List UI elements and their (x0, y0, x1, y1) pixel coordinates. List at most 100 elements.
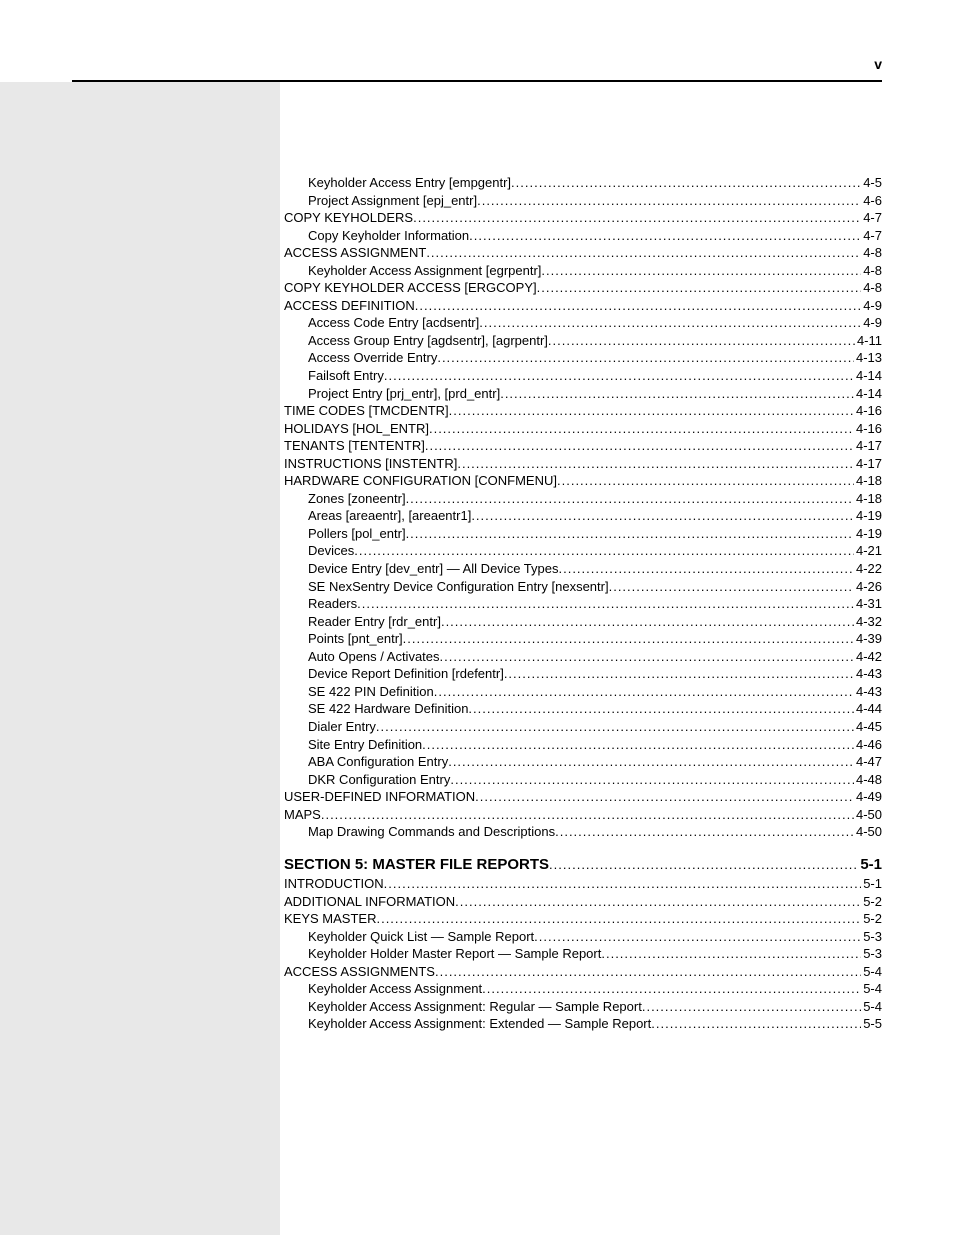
toc-leader-dots (471, 507, 854, 525)
toc-line: KEYS MASTER 5-2 (284, 910, 882, 928)
toc-line: Zones [zoneentr] 4-18 (284, 490, 882, 508)
toc-page: 5-2 (861, 893, 882, 911)
toc-page: 4-7 (861, 227, 882, 245)
toc-page: 4-17 (854, 455, 882, 473)
toc-label: Reader Entry [rdr_entr] (308, 613, 441, 631)
toc-label: ACCESS ASSIGNMENTS (284, 963, 435, 981)
toc-page: 4-26 (854, 578, 882, 596)
toc-line: Keyholder Access Assignment: Regular — S… (284, 998, 882, 1016)
toc-page: 4-32 (854, 613, 882, 631)
toc-page: 4-11 (855, 332, 882, 350)
toc-leader-dots (403, 630, 854, 648)
toc-line: ACCESS ASSIGNMENTS 5-4 (284, 963, 882, 981)
toc-label: Keyholder Access Assignment [egrpentr] (308, 262, 541, 280)
toc-leader-dots (450, 771, 854, 789)
toc-label: Keyholder Holder Master Report — Sample … (308, 945, 601, 963)
toc-line: USER-DEFINED INFORMATION 4-49 (284, 788, 882, 806)
toc-page: 4-14 (854, 367, 882, 385)
toc-line: Dialer Entry 4-45 (284, 718, 882, 736)
toc-page: 4-31 (854, 595, 882, 613)
toc-leader-dots (426, 244, 861, 262)
toc-page: 4-9 (861, 297, 882, 315)
toc-line: Project Entry [prj_entr], [prd_entr] 4-1… (284, 385, 882, 403)
toc-leader-dots (555, 823, 854, 841)
toc-line: SE 422 PIN Definition 4-43 (284, 683, 882, 701)
toc-page: 5-1 (861, 875, 882, 893)
toc-leader-dots (482, 980, 861, 998)
toc-label: SECTION 5: MASTER FILE REPORTS (284, 855, 549, 875)
toc-line: Copy Keyholder Information 4-7 (284, 227, 882, 245)
toc-line: MAPS 4-50 (284, 806, 882, 824)
toc-page: 4-17 (854, 437, 882, 455)
toc-page: 4-50 (854, 806, 882, 824)
toc-page: 4-8 (861, 262, 882, 280)
toc-line: Pollers [pol_entr] 4-19 (284, 525, 882, 543)
toc-line: Access Override Entry 4-13 (284, 349, 882, 367)
toc-leader-dots (384, 367, 854, 385)
toc-line: Failsoft Entry 4-14 (284, 367, 882, 385)
toc-page: 4-8 (861, 279, 882, 297)
toc-page: 4-14 (854, 385, 882, 403)
toc-leader-dots (449, 402, 854, 420)
toc-page: 4-22 (854, 560, 882, 578)
toc-label: Keyholder Access Assignment: Regular — S… (308, 998, 642, 1016)
toc-page: 5-1 (858, 855, 882, 875)
toc-leader-dots (609, 578, 854, 596)
toc-page: 4-48 (854, 771, 882, 789)
toc-label: HOLIDAYS [HOL_ENTR] (284, 420, 429, 438)
toc-leader-dots (440, 648, 854, 666)
toc-label: Keyholder Access Entry [empgentr] (308, 174, 511, 192)
toc-label: Areas [areaentr], [areaentr1] (308, 507, 471, 525)
toc-leader-dots (434, 683, 854, 701)
toc-page: 5-2 (861, 910, 882, 928)
toc-label: Dialer Entry (308, 718, 376, 736)
toc-label: ACCESS ASSIGNMENT (284, 244, 426, 262)
toc-label: Auto Opens / Activates (308, 648, 440, 666)
toc-leader-dots (477, 192, 861, 210)
toc-leader-dots (549, 856, 858, 874)
toc-label: MAPS (284, 806, 321, 824)
toc-line: HOLIDAYS [HOL_ENTR] 4-16 (284, 420, 882, 438)
toc-leader-dots (511, 174, 861, 192)
toc-label: Keyholder Access Assignment (308, 980, 482, 998)
toc-page: 4-50 (854, 823, 882, 841)
toc-label: Site Entry Definition (308, 736, 422, 754)
page-number: v (874, 56, 882, 72)
toc-leader-dots (429, 420, 854, 438)
toc-leader-dots (534, 928, 861, 946)
toc-page: 4-19 (854, 507, 882, 525)
toc-page: 5-5 (861, 1015, 882, 1033)
toc-page: 4-6 (861, 192, 882, 210)
toc-leader-dots (468, 700, 854, 718)
toc-leader-dots (448, 753, 854, 771)
toc-leader-dots (376, 718, 854, 736)
toc-line: Device Report Definition [rdefentr] 4-43 (284, 665, 882, 683)
toc-line: Areas [areaentr], [areaentr1] 4-19 (284, 507, 882, 525)
toc-line: Access Code Entry [acdsentr] 4-9 (284, 314, 882, 332)
toc-leader-dots (413, 209, 861, 227)
toc-line: ACCESS ASSIGNMENT 4-8 (284, 244, 882, 262)
toc-leader-dots (504, 665, 854, 683)
toc-leader-dots (384, 875, 862, 893)
toc-page: 5-3 (861, 945, 882, 963)
toc-line: Keyholder Holder Master Report — Sample … (284, 945, 882, 963)
toc-label: Access Code Entry [acdsentr] (308, 314, 479, 332)
toc-leader-dots (376, 910, 861, 928)
toc-label: Device Entry [dev_entr] — All Device Typ… (308, 560, 558, 578)
toc-page: 5-4 (861, 963, 882, 981)
toc-page: 4-44 (854, 700, 882, 718)
toc-label: Zones [zoneentr] (308, 490, 406, 508)
toc-line: SE NexSentry Device Configuration Entry … (284, 578, 882, 596)
toc-label: Map Drawing Commands and Descriptions (308, 823, 555, 841)
toc-leader-dots (537, 279, 862, 297)
toc-label: Failsoft Entry (308, 367, 384, 385)
toc-page: 4-8 (861, 244, 882, 262)
toc-label: ADDITIONAL INFORMATION (284, 893, 455, 911)
toc-label: TENANTS [TENTENTR] (284, 437, 425, 455)
toc-page: 4-16 (854, 420, 882, 438)
toc-label: Keyholder Quick List — Sample Report (308, 928, 534, 946)
toc-leader-dots (651, 1015, 861, 1033)
toc-page: 4-18 (854, 490, 882, 508)
toc-leader-dots (437, 349, 854, 367)
toc-line: Readers 4-31 (284, 595, 882, 613)
